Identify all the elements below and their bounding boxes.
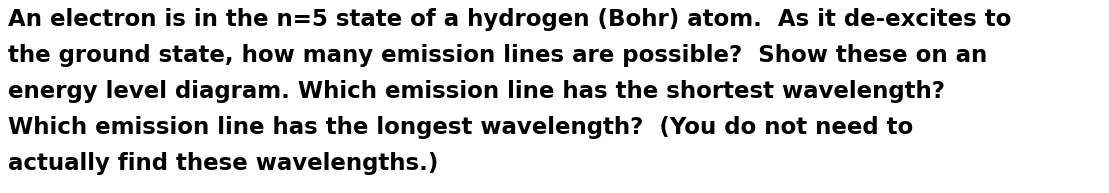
Text: Which emission line has the longest wavelength?  (You do not need to: Which emission line has the longest wave…: [8, 116, 913, 139]
Text: the ground state, how many emission lines are possible?  Show these on an: the ground state, how many emission line…: [8, 44, 987, 67]
Text: An electron is in the n=5 state of a hydrogen (Bohr) atom.  As it de-excites to: An electron is in the n=5 state of a hyd…: [8, 8, 1011, 31]
Text: energy level diagram. Which emission line has the shortest wavelength?: energy level diagram. Which emission lin…: [8, 80, 945, 103]
Text: actually find these wavelengths.): actually find these wavelengths.): [8, 152, 438, 175]
